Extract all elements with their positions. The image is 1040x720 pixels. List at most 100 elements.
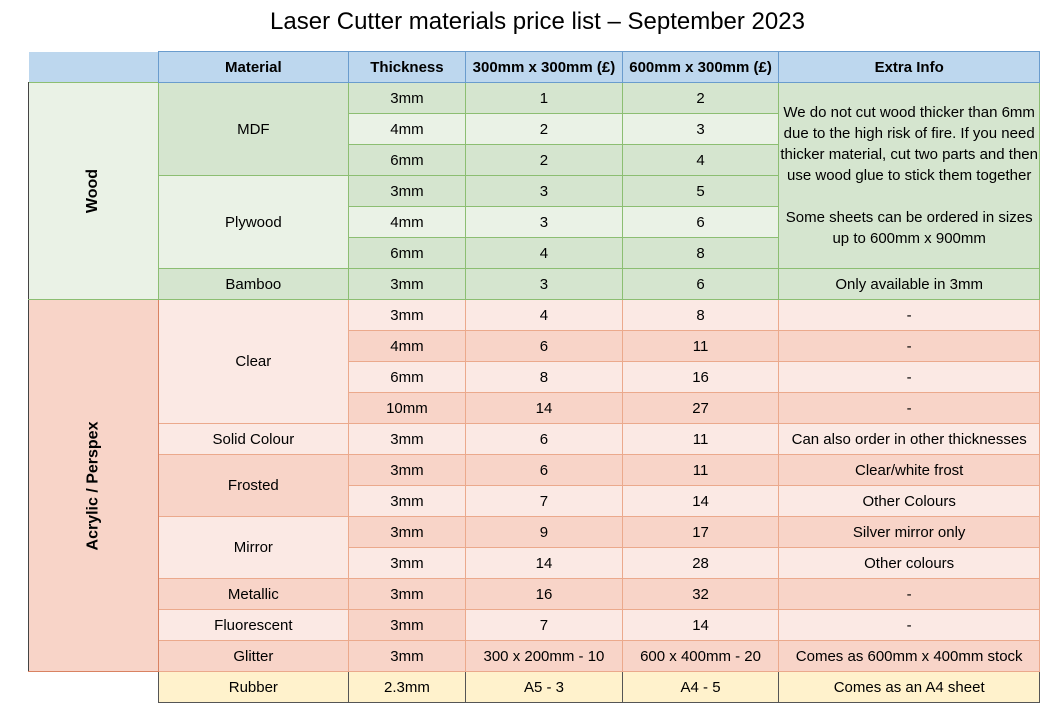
price-small-cell: 16 — [465, 578, 623, 610]
table-row: Metallic 3mm 16 32 - — [29, 578, 1040, 610]
table-row: Fluorescent 3mm 7 14 - — [29, 609, 1040, 641]
info-cell: - — [778, 330, 1040, 362]
material-cell: Fluorescent — [157, 609, 349, 641]
wood-info-cell: We do not cut wood thicker than 6mm due … — [778, 82, 1040, 269]
price-small-cell: 7 — [465, 485, 623, 517]
thickness-cell: 3mm — [347, 640, 467, 672]
price-large-cell: 16 — [621, 361, 780, 393]
price-small-cell: 8 — [465, 361, 623, 393]
thickness-cell: 4mm — [347, 330, 467, 362]
price-large-cell: 11 — [621, 330, 780, 362]
material-cell: Rubber — [157, 671, 349, 703]
thickness-cell: 3mm — [347, 547, 467, 579]
table-row: Mirror 3mm 9 17 Silver mirror only — [29, 516, 1040, 579]
header-thickness: Thickness — [347, 51, 467, 83]
header-material: Material — [157, 51, 349, 83]
thickness-cell: 3mm — [347, 485, 467, 517]
price-large-cell: 11 — [621, 423, 780, 455]
price-small-cell: A5 - 3 — [465, 671, 623, 703]
price-table: Material Thickness 300mm x 300mm (£) 600… — [28, 51, 1040, 703]
table-row: Glitter 3mm 300 x 200mm - 10 600 x 400mm… — [29, 640, 1040, 672]
price-large-cell: 17 — [621, 516, 780, 548]
thickness-cell: 3mm — [347, 299, 467, 331]
price-small-cell: 6 — [465, 454, 623, 486]
material-cell: Glitter — [157, 640, 349, 672]
category-wood-label: Wood — [84, 168, 102, 214]
price-small-cell: 3 — [465, 206, 623, 238]
table-row: Solid Colour 3mm 6 11 Can also order in … — [29, 423, 1040, 455]
info-cell: - — [778, 392, 1040, 424]
row-spacer — [28, 671, 159, 703]
price-small-cell: 6 — [465, 423, 623, 455]
material-cell: Solid Colour — [157, 423, 349, 455]
price-small-cell: 4 — [465, 299, 623, 331]
header-extra-info: Extra Info — [778, 51, 1040, 83]
info-cell: Comes as an A4 sheet — [778, 671, 1040, 703]
price-large-cell: 28 — [621, 547, 780, 579]
info-cell: Only available in 3mm — [778, 268, 1040, 300]
table-row: Acrylic / Perspex Clear 3mm 4 8 - — [28, 299, 1040, 672]
price-small-cell: 2 — [465, 144, 623, 176]
wood-info-text: We do not cut wood thicker than 6mm due … — [780, 104, 1038, 184]
thickness-cell: 6mm — [347, 144, 467, 176]
price-small-cell: 300 x 200mm - 10 — [465, 640, 623, 672]
price-large-cell: 3 — [621, 113, 780, 145]
price-large-cell: 5 — [621, 175, 780, 207]
category-wood: Wood — [28, 82, 159, 300]
material-cell: Frosted — [157, 454, 349, 517]
price-large-cell: 14 — [621, 609, 780, 641]
price-small-cell: 4 — [465, 237, 623, 269]
table-row: Plywood 3mm 3 5 — [29, 175, 1040, 269]
info-cell: Can also order in other thicknesses — [778, 423, 1040, 455]
price-small-cell: 1 — [465, 82, 623, 114]
thickness-cell: 6mm — [347, 361, 467, 393]
price-large-cell: 2 — [621, 82, 780, 114]
info-cell: Other colours — [778, 547, 1040, 579]
price-small-cell: 3 — [465, 175, 623, 207]
price-large-cell: 27 — [621, 392, 780, 424]
table-row: Frosted 3mm 6 11 Clear/white frost — [29, 454, 1040, 517]
table-row: 10mm 14 27 - — [29, 392, 1040, 424]
thickness-cell: 3mm — [347, 609, 467, 641]
header-size-300x300: 300mm x 300mm (£) — [465, 51, 623, 83]
table-row: Wood MDF 3mm 1 2 We do not cut wood thic… — [28, 82, 1040, 300]
table-row: 3mm 7 14 Other Colours — [29, 485, 1040, 517]
price-large-cell: 4 — [621, 144, 780, 176]
info-cell: - — [778, 299, 1040, 331]
material-cell: MDF — [157, 82, 349, 176]
info-cell: Comes as 600mm x 400mm stock — [778, 640, 1040, 672]
price-small-cell: 6 — [465, 330, 623, 362]
thickness-cell: 3mm — [347, 175, 467, 207]
thickness-cell: 6mm — [347, 237, 467, 269]
header-row: Material Thickness 300mm x 300mm (£) 600… — [28, 51, 1040, 83]
thickness-cell: 4mm — [347, 113, 467, 145]
thickness-cell: 3mm — [347, 82, 467, 114]
header-spacer — [28, 51, 159, 83]
thickness-cell: 10mm — [347, 392, 467, 424]
material-cell: Bamboo — [157, 268, 349, 300]
table-row: Rubber 2.3mm A5 - 3 A4 - 5 Comes as an A… — [28, 671, 1040, 703]
info-cell: - — [778, 578, 1040, 610]
table-row: 4mm 2 3 — [29, 113, 1040, 145]
info-cell: - — [778, 609, 1040, 641]
header-size-600x300: 600mm x 300mm (£) — [621, 51, 780, 83]
thickness-cell: 2.3mm — [347, 671, 467, 703]
material-cell: Clear — [157, 299, 349, 424]
price-large-cell: 32 — [621, 578, 780, 610]
price-large-cell: 11 — [621, 454, 780, 486]
info-cell: Other Colours — [778, 485, 1040, 517]
material-cell: Plywood — [157, 175, 349, 269]
table-row: 3mm 14 28 Other colours — [29, 547, 1040, 579]
table-row: 6mm 8 16 - — [29, 361, 1040, 393]
category-acrylic-label: Acrylic / Perspex — [84, 421, 102, 550]
info-cell: Clear/white frost — [778, 454, 1040, 486]
wood-info-sizes: Some sheets can be ordered in sizes up t… — [785, 209, 1033, 247]
info-cell: Silver mirror only — [778, 516, 1040, 548]
info-cell: - — [778, 361, 1040, 393]
price-large-cell: 600 x 400mm - 20 — [621, 640, 780, 672]
category-acrylic: Acrylic / Perspex — [28, 299, 159, 672]
thickness-cell: 3mm — [347, 423, 467, 455]
price-small-cell: 7 — [465, 609, 623, 641]
price-small-cell: 14 — [465, 392, 623, 424]
price-small-cell: 9 — [465, 516, 623, 548]
